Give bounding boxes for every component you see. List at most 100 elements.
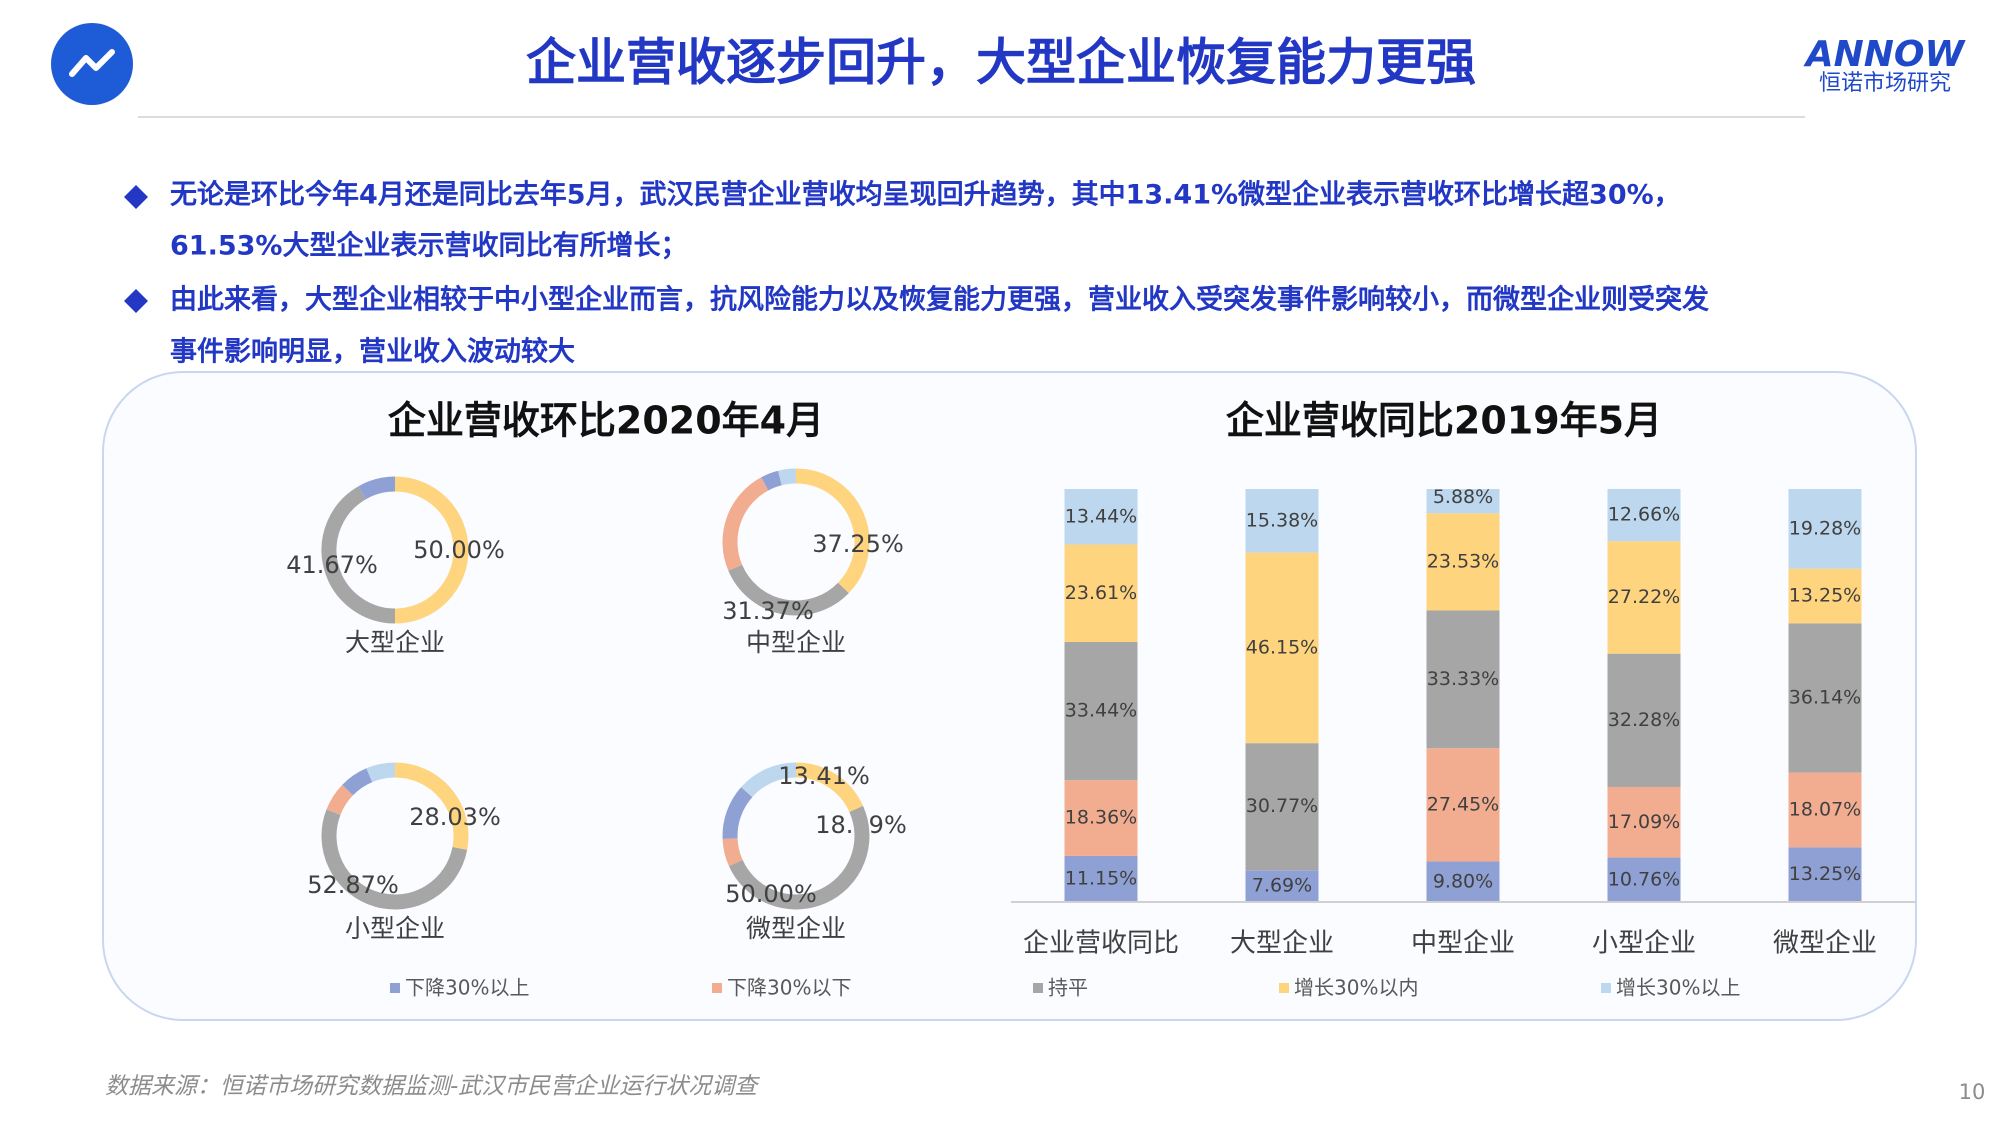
chart-title: 企业营收环比2020年4月 (388, 399, 824, 443)
bullet-text: 由此来看，大型企业相较于中小型企业而言，抗风险能力以及恢复能力更强，营业收入受突… (170, 284, 1709, 316)
bar-value-label: 7.69% (1252, 875, 1312, 897)
bar-value-label: 15.38% (1246, 509, 1318, 531)
donut-segment (394, 476, 469, 624)
bullet-text: 事件影响明显，营业收入波动较大 (170, 336, 575, 368)
bar-value-label: 33.44% (1065, 700, 1137, 722)
donut-segment (358, 476, 396, 500)
donut-segment (728, 564, 849, 616)
donut-value-label: 50.00% (413, 536, 505, 564)
logo-icon-line (69, 49, 115, 77)
x-tick-label: 微型企业 (1773, 929, 1877, 959)
legend-swatch (1279, 983, 1289, 993)
bar-segment (1607, 786, 1681, 858)
donut-segment (741, 762, 797, 798)
donut-segment (321, 486, 396, 624)
donut-segment (795, 762, 864, 813)
bar-value-label: 18.07% (1789, 798, 1861, 820)
bar-value-label: 46.15% (1246, 636, 1318, 658)
donut-value-label: 37.25% (812, 530, 904, 558)
bar-value-label: 32.28% (1608, 709, 1680, 731)
brand-name: ANNOW (1803, 34, 1967, 75)
x-tick-label: 企业营收同比 (1023, 929, 1179, 959)
donut-value-label: 28.03% (409, 803, 501, 831)
donut-segment (722, 837, 743, 867)
bar-segment (1245, 489, 1319, 553)
bar-segment (1064, 642, 1138, 781)
bar-segment (1607, 857, 1681, 902)
donut-name: 大型企业 (345, 628, 445, 657)
donut-value-label: 50.00% (725, 880, 817, 908)
bar-value-label: 23.53% (1427, 550, 1499, 572)
brand-sub: 恒诺市场研究 (1819, 71, 1951, 96)
bar-segment (1426, 610, 1500, 749)
bar-value-label: 10.76% (1608, 868, 1680, 890)
donut-segment (778, 468, 797, 486)
donut-segment (722, 477, 769, 571)
slide-title: 企业营收逐步回升，大型企业恢复能力更强 (526, 34, 1476, 92)
bar-segment (1245, 552, 1319, 744)
legend-label: 持平 (1048, 976, 1088, 1000)
bar-segment (1245, 743, 1319, 871)
donut-name: 小型企业 (345, 914, 445, 943)
donut-segment (761, 470, 782, 491)
legend-swatch (1601, 983, 1611, 993)
bar-segment (1064, 489, 1138, 545)
page-number: 10 (1959, 1080, 1986, 1104)
donut-segment (366, 762, 396, 783)
bar-segment (1607, 653, 1681, 787)
bullet-diamond (124, 185, 148, 209)
legend-label: 下降30%以上 (405, 976, 529, 1000)
bar-segment (1788, 623, 1862, 773)
donut-segment (722, 787, 753, 839)
bar-segment (1426, 861, 1500, 902)
donut-segment (342, 768, 373, 796)
bar-value-label: 18.36% (1065, 807, 1137, 829)
bar-segment (1064, 544, 1138, 643)
bar-segment (1426, 513, 1500, 611)
legend-label: 增长30%以上 (1616, 976, 1740, 1000)
bullet-text: 无论是环比今年4月还是同比去年5月，武汉民营企业营收均呈现回升趋势，其中13.4… (170, 179, 1681, 211)
legend-swatch (390, 983, 400, 993)
bar-segment (1064, 855, 1138, 902)
bar-value-label: 19.28% (1789, 517, 1861, 539)
bar-segment (1788, 489, 1862, 569)
bar-value-label: 13.44% (1065, 505, 1137, 527)
donut-segment (394, 762, 469, 850)
bar-segment (1788, 568, 1862, 624)
donut-segment (321, 809, 468, 910)
bar-value-label: 12.66% (1608, 504, 1680, 526)
bar-segment (1607, 541, 1681, 654)
bar-segment (1064, 780, 1138, 856)
bar-value-label: 11.15% (1065, 867, 1137, 889)
source-note: 数据来源：恒诺市场研究数据监测-武汉市民营企业运行状况调查 (105, 1074, 760, 1100)
donut-name: 微型企业 (746, 914, 846, 943)
bar-value-label: 36.14% (1789, 687, 1861, 709)
bar-value-label: 5.88% (1433, 486, 1493, 508)
bullet-diamond (124, 289, 148, 313)
donut-name: 中型企业 (746, 628, 846, 657)
bar-segment (1607, 488, 1681, 542)
bar-value-label: 27.22% (1608, 586, 1680, 608)
bar-value-label: 13.25% (1789, 585, 1861, 607)
legend-swatch (712, 983, 722, 993)
donut-value-label: 31.37% (722, 597, 814, 625)
bullet-text: 61.53%大型企业表示营收同比有所增长； (170, 230, 687, 262)
bar-segment (1245, 870, 1319, 902)
x-tick-label: 小型企业 (1592, 929, 1696, 959)
x-tick-label: 中型企业 (1411, 929, 1515, 959)
bar-value-label: 23.61% (1065, 582, 1137, 604)
bar-value-label: 33.33% (1427, 668, 1499, 690)
bar-value-label: 27.45% (1427, 793, 1499, 815)
bar-segment (1426, 748, 1500, 862)
donut-value-label: 52.87% (307, 871, 399, 899)
donut-segment (326, 784, 354, 816)
bar-segment (1426, 489, 1500, 514)
bar-segment (1788, 772, 1862, 848)
donut-segment (795, 468, 870, 594)
bar-segment (1788, 847, 1862, 902)
bar-value-label: 13.25% (1789, 863, 1861, 885)
bar-value-label: 9.80% (1433, 870, 1493, 892)
donut-value-label: 41.67% (286, 551, 378, 579)
x-tick-label: 大型企业 (1230, 929, 1334, 959)
